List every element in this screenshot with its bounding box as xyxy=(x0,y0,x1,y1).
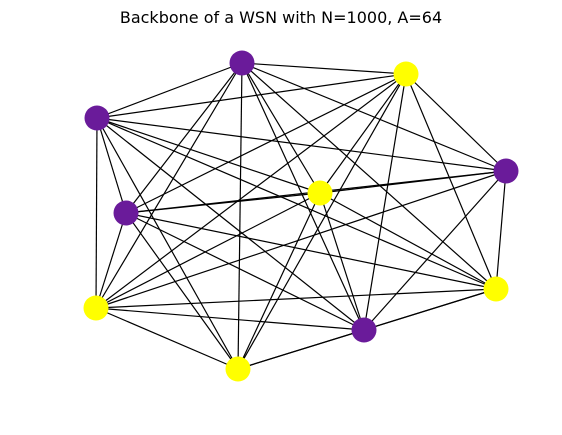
edge-n1-n9 xyxy=(241,62,365,331)
node-n7 xyxy=(83,295,109,321)
edge-n1-n10 xyxy=(237,62,243,370)
edge-n5-n6 xyxy=(125,192,321,214)
figure-title: Backbone of a WSN with N=1000, A=64 xyxy=(119,8,443,27)
edge-n2-n10 xyxy=(237,73,407,370)
edge-n6-n8 xyxy=(125,212,497,290)
edge-n2-n6 xyxy=(125,73,407,214)
node-n1 xyxy=(229,50,255,76)
edge-n1-n8 xyxy=(241,62,497,290)
edge-n3-n7 xyxy=(95,117,98,309)
edge-n7-n10 xyxy=(95,307,239,370)
edge-n1-n4 xyxy=(241,62,507,172)
edge-n7-n8 xyxy=(95,288,497,309)
edge-n5-n9 xyxy=(319,192,365,331)
edge-n3-n4 xyxy=(96,117,507,172)
edge-n4-n9 xyxy=(363,170,507,331)
edge-n3-n6 xyxy=(96,117,127,214)
edge-n5-n7 xyxy=(95,192,321,309)
edge-n2-n3 xyxy=(96,73,407,119)
node-n3 xyxy=(84,105,110,131)
edge-n2-n8 xyxy=(405,73,497,290)
edge-n9-n10 xyxy=(237,329,365,370)
edge-n2-n5 xyxy=(319,73,407,194)
node-n9 xyxy=(351,317,377,343)
edge-n5-n10 xyxy=(237,192,321,370)
edge-n4-n7 xyxy=(95,170,507,309)
edge-n2-n4 xyxy=(405,73,507,172)
node-n4 xyxy=(493,158,519,184)
edge-n2-n7 xyxy=(95,73,407,309)
edge-n3-n8 xyxy=(96,117,497,290)
edge-n6-n7 xyxy=(95,212,127,309)
edge-n6-n9 xyxy=(125,212,365,331)
edge-n2-n9 xyxy=(363,73,407,331)
node-n6 xyxy=(113,200,139,226)
edge-n4-n8 xyxy=(495,170,507,290)
edge-n1-n6 xyxy=(125,62,243,214)
edge-n1-n7 xyxy=(95,62,243,309)
edge-n5-n8 xyxy=(319,192,497,290)
edge-n3-n9 xyxy=(96,117,365,331)
edge-n1-n2 xyxy=(241,62,407,75)
edge-n3-n10 xyxy=(96,117,239,370)
nodes-layer xyxy=(83,50,519,382)
edges-layer xyxy=(95,62,507,370)
edge-n6-n10 xyxy=(125,212,239,370)
edge-n3-n5 xyxy=(96,117,321,194)
node-n2 xyxy=(393,61,419,87)
node-n10 xyxy=(225,356,251,382)
edge-n7-n9 xyxy=(95,307,365,331)
edge-n1-n5 xyxy=(241,62,321,194)
node-n5 xyxy=(307,180,333,206)
node-n8 xyxy=(483,276,509,302)
edge-n1-n3 xyxy=(96,62,243,119)
